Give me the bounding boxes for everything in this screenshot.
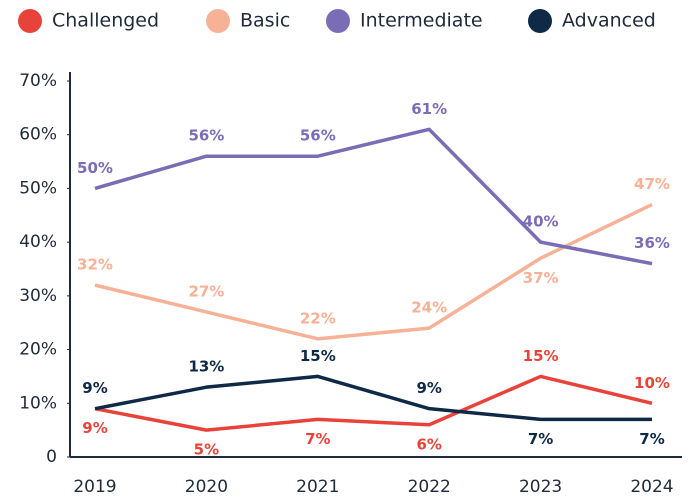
legend-marker — [326, 9, 350, 33]
data-label: 27% — [188, 282, 224, 300]
data-label: 32% — [77, 256, 113, 274]
data-label: 7% — [528, 430, 553, 448]
series-line — [94, 374, 653, 432]
x-tick-label: 2024 — [630, 477, 673, 497]
y-tick-label: 60% — [19, 125, 57, 145]
data-label: 7% — [305, 430, 330, 448]
data-label: 15% — [300, 347, 336, 365]
x-tick-label: 2019 — [73, 477, 116, 497]
data-label: 13% — [188, 358, 224, 376]
y-tick-label: 50% — [19, 178, 57, 198]
legend-marker — [528, 9, 552, 33]
data-label: 15% — [523, 347, 559, 365]
y-tick-label: 0 — [46, 447, 57, 467]
data-label: 40% — [523, 213, 559, 231]
y-tick-label: 20% — [19, 340, 57, 360]
data-label: 24% — [411, 299, 447, 317]
data-label: 50% — [77, 159, 113, 177]
data-label: 37% — [523, 269, 559, 287]
y-tick-label: 40% — [19, 232, 57, 252]
series-line — [94, 202, 653, 341]
legend-label: Intermediate — [360, 10, 483, 32]
data-label: 7% — [639, 430, 664, 448]
x-tick-label: 2022 — [408, 477, 451, 497]
data-label: 5% — [194, 441, 219, 459]
y-tick-label: 10% — [19, 393, 57, 413]
x-tick-label: 2020 — [185, 477, 228, 497]
x-tick-label: 2021 — [296, 477, 339, 497]
data-label: 36% — [634, 234, 670, 252]
data-label: 10% — [634, 374, 670, 392]
legend-label: Challenged — [52, 10, 159, 32]
data-label: 6% — [416, 435, 441, 453]
series-line — [94, 127, 653, 266]
y-tick-label: 30% — [19, 286, 57, 306]
legend-label: Basic — [240, 10, 290, 32]
x-tick-label: 2023 — [519, 477, 562, 497]
data-label: 22% — [300, 309, 336, 327]
series-line — [94, 374, 652, 422]
y-tick-label: 70% — [19, 71, 57, 91]
data-label: 47% — [634, 175, 670, 193]
data-label: 56% — [188, 127, 224, 145]
data-label: 61% — [411, 100, 447, 118]
data-label: 9% — [82, 419, 107, 437]
data-label: 9% — [416, 379, 441, 397]
data-label: 56% — [300, 127, 336, 145]
data-label: 9% — [82, 379, 107, 397]
legend-label: Advanced — [562, 10, 656, 32]
legend-marker — [206, 9, 230, 33]
legend-marker — [18, 9, 42, 33]
